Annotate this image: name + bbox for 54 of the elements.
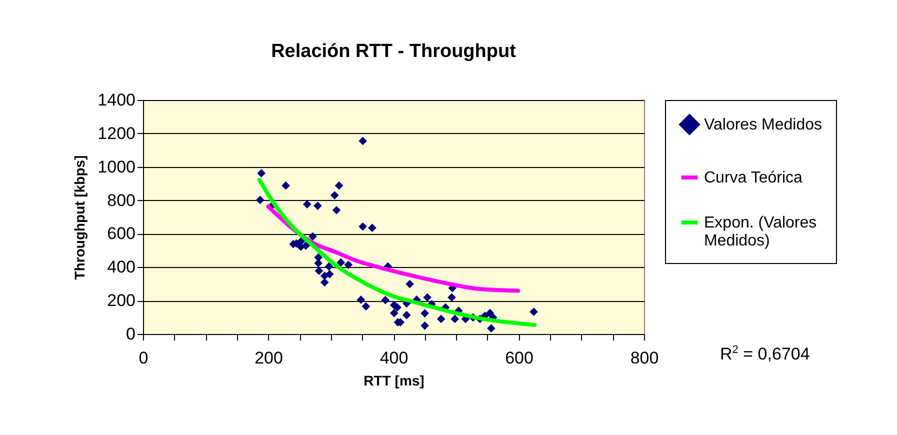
legend-label: Expon. (Valores Medidos) <box>704 214 817 250</box>
y-tick-label: 800 <box>107 190 136 210</box>
legend-label: Valores Medidos <box>704 116 822 134</box>
point <box>402 310 411 320</box>
x-tick-label: 200 <box>254 348 283 368</box>
point <box>368 224 376 232</box>
point <box>381 296 390 304</box>
y-tick-label: 1000 <box>98 157 136 176</box>
chart-title: Relación RTT - Throughput <box>271 41 517 62</box>
x-tick-label: 0 <box>138 348 148 368</box>
point <box>314 202 322 210</box>
point <box>324 262 334 271</box>
legend-label: Curva Teórica <box>704 170 803 186</box>
line-series <box>257 178 536 327</box>
y-tick-label: 1400 <box>98 90 136 110</box>
y-tick-label: 400 <box>107 258 136 277</box>
point <box>334 181 344 190</box>
point <box>308 232 317 241</box>
point <box>320 278 329 287</box>
point <box>423 293 432 302</box>
text: R$^{2}$ = 0,6704 <box>720 344 810 365</box>
point <box>358 222 367 231</box>
point <box>356 296 366 304</box>
y-tick-label: 600 <box>107 224 136 244</box>
point <box>420 309 429 318</box>
y-axis-title: Throughput [kbps] <box>72 155 88 280</box>
point <box>332 206 341 214</box>
point <box>302 242 310 250</box>
point <box>320 272 329 280</box>
point <box>487 324 496 332</box>
point <box>256 196 264 204</box>
point <box>406 280 414 288</box>
point <box>302 200 312 208</box>
point <box>344 260 353 269</box>
y-tick-label: 200 <box>107 291 136 310</box>
point <box>436 314 446 324</box>
point <box>314 266 324 276</box>
point <box>362 302 370 311</box>
point <box>390 308 398 318</box>
y-tick-label: 1200 <box>98 124 136 143</box>
point <box>282 181 290 190</box>
point <box>420 321 429 330</box>
x-axis-title: RTT [ms] <box>364 372 424 388</box>
x-tick-label: 800 <box>630 348 659 368</box>
point <box>358 136 367 146</box>
point <box>530 308 538 316</box>
point <box>448 293 456 302</box>
point <box>257 169 266 178</box>
point <box>330 191 339 200</box>
point <box>450 314 460 324</box>
x-tick-label: 600 <box>505 348 534 368</box>
point <box>336 258 346 267</box>
y-tick-label: 0 <box>126 324 136 344</box>
x-tick-label: 400 <box>380 348 408 368</box>
